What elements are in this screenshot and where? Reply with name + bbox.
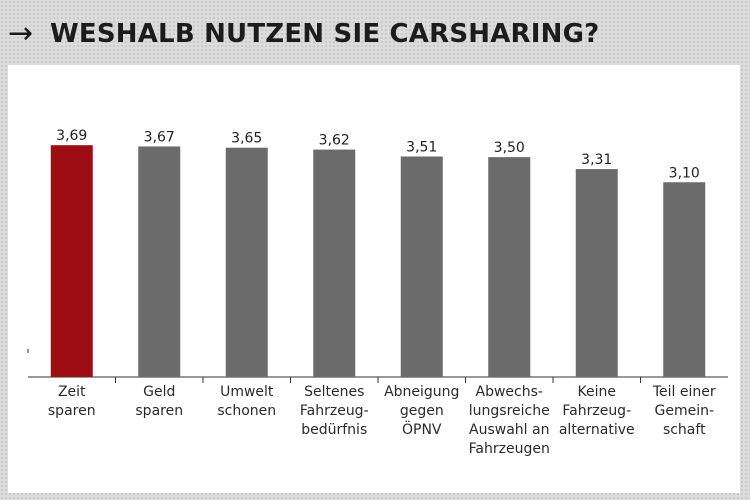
category-label-line: Geld bbox=[143, 384, 176, 400]
bar-value-label: 3,31 bbox=[581, 152, 612, 168]
category-label: Keine Fahrzeug-alternative bbox=[554, 383, 640, 440]
category-label-line: Gemein- bbox=[654, 403, 715, 419]
category-label-line: Fahrzeug- bbox=[562, 403, 632, 419]
category-label: Teil einer Gemein-schaft bbox=[641, 383, 727, 440]
category-label-line: gegen bbox=[399, 403, 444, 419]
bar bbox=[225, 147, 268, 377]
category-label-line: bedürfnis bbox=[301, 422, 368, 438]
bar bbox=[488, 157, 531, 377]
category-label: Abneigung gegen ÖPNV bbox=[379, 383, 465, 440]
bar bbox=[138, 146, 181, 377]
category-label: Geld sparen bbox=[116, 383, 202, 421]
bar-value-label: 3,51 bbox=[406, 140, 437, 156]
chart-panel: 3,69 3,67 3,65 3,62 3,51 3,50 3,31 3,10 Zeit spa… bbox=[8, 65, 740, 493]
bar bbox=[400, 156, 443, 377]
category-label-line: Abneigung bbox=[384, 384, 460, 400]
category-label: Seltenes Fahrzeug-bedürfnis bbox=[291, 383, 377, 440]
bar-value-label: 3,10 bbox=[669, 165, 700, 181]
category-label-line: schonen bbox=[217, 403, 277, 419]
category-label-line: Zeit bbox=[57, 384, 86, 400]
category-label-line: Keine bbox=[577, 384, 616, 400]
bar-value-label: 3,62 bbox=[319, 133, 350, 149]
category-label-line: Teil einer bbox=[652, 384, 716, 400]
category-label-line: lungsreiche bbox=[468, 403, 550, 419]
header: → WESHALB NUTZEN SIE CARSHARING? bbox=[0, 8, 750, 60]
bar-value-label: 3,65 bbox=[231, 131, 262, 147]
category-label-line: sparen bbox=[135, 403, 184, 419]
bar bbox=[50, 145, 93, 377]
category-label: Zeit sparen bbox=[29, 383, 115, 421]
bar-value-label: 3,69 bbox=[56, 128, 87, 144]
category-label-line: Umwelt bbox=[220, 384, 274, 400]
category-label-line: Auswahl an bbox=[469, 422, 550, 438]
category-label-line: ÖPNV bbox=[401, 422, 442, 438]
category-label-line: Fahrzeugen bbox=[468, 441, 550, 457]
bar-chart: 3,69 3,67 3,65 3,62 3,51 3,50 3,31 3,10 bbox=[27, 128, 728, 383]
category-label-line: Seltenes bbox=[304, 384, 365, 400]
category-label: Abwechs-lungsreiche Auswahl an Fahrzeugen bbox=[466, 383, 552, 459]
bar bbox=[575, 169, 618, 377]
category-label: Umwelt schonen bbox=[204, 383, 290, 421]
page-title: WESHALB NUTZEN SIE CARSHARING? bbox=[50, 19, 600, 49]
bar-value-label: 3,67 bbox=[144, 129, 175, 145]
category-label-line: Abwechs- bbox=[475, 384, 543, 400]
category-label-line: alternative bbox=[558, 422, 635, 438]
category-label-line: Fahrzeug- bbox=[299, 403, 369, 419]
category-label-line: schaft bbox=[662, 422, 706, 438]
category-label-line: sparen bbox=[47, 403, 96, 419]
bar bbox=[663, 182, 706, 377]
right-arrow-icon: → bbox=[8, 16, 34, 51]
bar bbox=[313, 149, 356, 377]
bar-value-label: 3,50 bbox=[494, 140, 525, 156]
